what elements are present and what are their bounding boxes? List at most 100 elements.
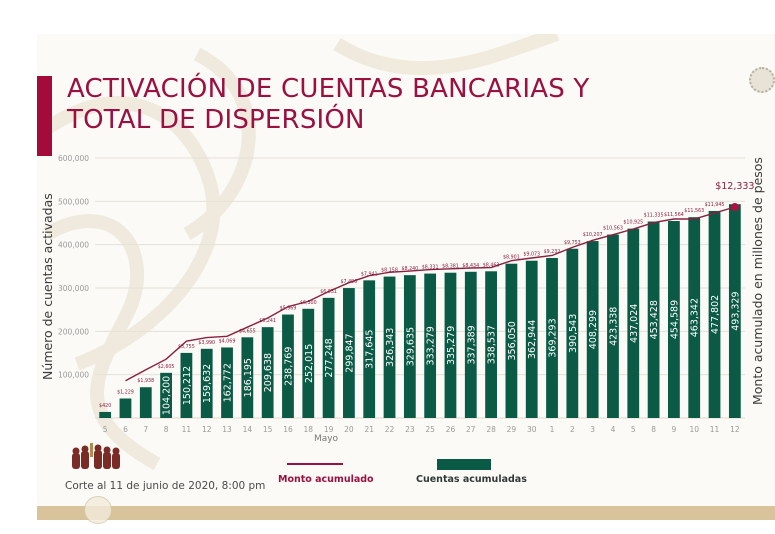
line-value-label: $11,563 bbox=[684, 208, 704, 214]
bar bbox=[485, 271, 497, 418]
x-axis-label: Mayo bbox=[314, 434, 339, 444]
bar bbox=[221, 347, 233, 418]
bar-value-label: 159,632 bbox=[202, 364, 213, 403]
x-tick-label: 16 bbox=[283, 425, 293, 434]
line-value-label: $12,333 bbox=[715, 181, 754, 192]
bar-value-label: 209,638 bbox=[263, 353, 274, 392]
line-value-label: $5,969 bbox=[280, 306, 297, 312]
line-value-label: $1,938 bbox=[137, 378, 154, 384]
bar-value-label: 437,024 bbox=[629, 304, 640, 343]
line-value-label: $5,241 bbox=[259, 318, 276, 324]
line-value-label: $4,655 bbox=[239, 328, 256, 334]
x-tick-label: 22 bbox=[385, 425, 395, 434]
x-tick-label: 2 bbox=[570, 425, 575, 434]
footnote-cutoff-date: Corte al 11 de junio de 2020, 8:00 pm bbox=[65, 480, 266, 492]
bar bbox=[688, 217, 701, 418]
line-value-label: $8,331 bbox=[422, 265, 439, 271]
bar bbox=[261, 327, 274, 418]
bar bbox=[322, 297, 335, 418]
line-value-label: $9,073 bbox=[523, 252, 540, 258]
x-tick-label: 10 bbox=[689, 425, 699, 434]
bar bbox=[200, 348, 213, 418]
x-tick-label: 14 bbox=[243, 425, 253, 434]
x-tick-label: 13 bbox=[222, 425, 232, 434]
line-value-label: $10,925 bbox=[623, 220, 643, 226]
bar bbox=[546, 257, 558, 418]
bar-value-label: 337,389 bbox=[466, 325, 477, 364]
y-tick-label: 100,000 bbox=[58, 371, 89, 380]
line-value-label: $4,069 bbox=[219, 338, 236, 344]
bar-value-label: 326,343 bbox=[385, 328, 396, 367]
line-value-label: $11,945 bbox=[705, 202, 725, 208]
x-tick-label: 19 bbox=[324, 425, 334, 434]
x-tick-label: 30 bbox=[527, 425, 537, 434]
bar bbox=[505, 263, 518, 418]
x-tick-label: 4 bbox=[611, 425, 616, 434]
y-tick-label: 500,000 bbox=[58, 197, 89, 206]
x-tick-label: 18 bbox=[304, 425, 314, 434]
x-tick-label: 8 bbox=[164, 425, 169, 434]
legend-line-swatch bbox=[287, 463, 343, 465]
bar-value-label: 463,342 bbox=[690, 298, 701, 337]
line-value-label: $6,300 bbox=[300, 300, 317, 306]
line-value-label: $8,381 bbox=[442, 264, 459, 270]
line-value-label: $8,463 bbox=[483, 262, 500, 268]
line-value-label: $11,335 bbox=[644, 213, 664, 219]
bar bbox=[728, 204, 741, 418]
bar-value-label: 277,248 bbox=[324, 338, 335, 377]
bar bbox=[708, 210, 721, 418]
bar bbox=[119, 398, 132, 418]
background-pattern bbox=[37, 34, 560, 471]
line-value-label: $420 bbox=[99, 403, 111, 409]
x-tick-label: 21 bbox=[364, 425, 374, 434]
footer-gold-band bbox=[37, 506, 775, 520]
bar bbox=[464, 271, 477, 418]
bar-value-label: 150,212 bbox=[182, 366, 193, 405]
line-value-label: $8,158 bbox=[381, 268, 398, 274]
bar bbox=[424, 273, 437, 418]
bar bbox=[302, 308, 315, 418]
bar-value-label: 423,338 bbox=[608, 307, 619, 346]
line-value-label: $1,229 bbox=[117, 390, 134, 396]
x-tick-label: 29 bbox=[507, 425, 517, 434]
bar-value-label: 299,847 bbox=[344, 333, 355, 372]
bar-value-label: 356,050 bbox=[507, 321, 518, 360]
x-tick-label: 3 bbox=[590, 425, 595, 434]
seal-icon-footer bbox=[84, 496, 112, 524]
bar-value-label: 252,015 bbox=[304, 344, 315, 383]
x-tick-label: 11 bbox=[182, 425, 192, 434]
y-axis-ticks: 100,000 200,000 300,000 400,000 500,000 600,0… bbox=[58, 154, 89, 380]
bar-value-label: 493,329 bbox=[730, 291, 741, 330]
bar bbox=[241, 337, 254, 418]
line-endpoint-marker bbox=[730, 203, 739, 211]
monto-line bbox=[125, 206, 736, 382]
line-value-label: $9,753 bbox=[564, 240, 581, 246]
bar bbox=[566, 248, 579, 418]
legend-bar-label: Cuentas acumuladas bbox=[416, 474, 527, 485]
bars: 104,200 150,212 159,632 162,772 186,195 209,6… bbox=[99, 204, 741, 418]
line-value-label: $8,434 bbox=[462, 263, 479, 269]
bar bbox=[383, 276, 396, 418]
x-tick-label: 20 bbox=[344, 425, 354, 434]
bar-value-label: 333,279 bbox=[426, 326, 437, 365]
x-tick-label: 5 bbox=[631, 425, 636, 434]
bar bbox=[607, 234, 619, 418]
bar bbox=[160, 372, 172, 418]
x-axis-ticks: 5 6 7 8 11 12 13 14 15 16 18 19 20 21 22 23 25 26 27 28 29 30… bbox=[103, 425, 740, 434]
line-value-label: $8,901 bbox=[503, 255, 520, 261]
bar-value-label: 104,200 bbox=[162, 376, 173, 415]
bar-value-label: 186,195 bbox=[243, 358, 254, 397]
line-value-label: $9,232 bbox=[544, 249, 561, 255]
legend-bar-swatch bbox=[437, 459, 491, 470]
bar bbox=[282, 314, 294, 418]
bar-value-label: 477,802 bbox=[710, 295, 721, 334]
title-line-1: ACTIVACIÓN DE CUENTAS BANCARIAS Y bbox=[67, 74, 590, 104]
line-value-label: $2,605 bbox=[158, 364, 175, 370]
x-tick-label: 27 bbox=[466, 425, 476, 434]
line-value-label: $10,207 bbox=[583, 232, 603, 238]
bar bbox=[99, 411, 112, 418]
bar-value-label: 238,769 bbox=[283, 347, 294, 386]
bar bbox=[627, 228, 640, 418]
bar bbox=[343, 288, 355, 418]
